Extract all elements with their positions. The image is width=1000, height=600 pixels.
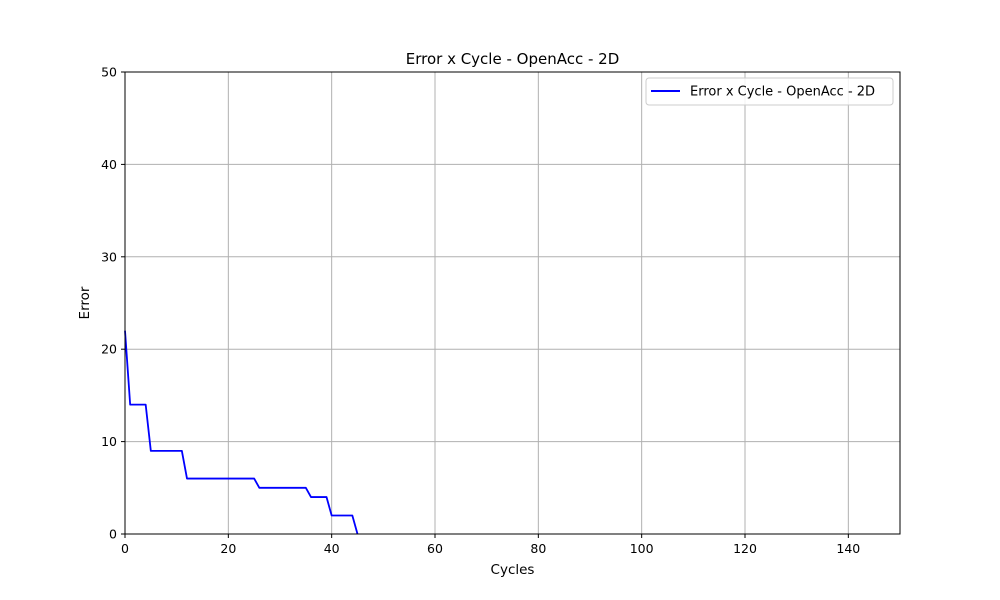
y-tick-label: 50 <box>101 65 117 80</box>
x-tick-label: 20 <box>220 541 236 556</box>
x-axis-label: Cycles <box>491 562 535 578</box>
x-tick-label: 40 <box>324 541 340 556</box>
x-tick-label: 0 <box>121 541 129 556</box>
chart-title: Error x Cycle - OpenAcc - 2D <box>406 50 620 68</box>
y-tick-label: 0 <box>109 527 117 542</box>
series-layer <box>124 330 359 535</box>
legend-box <box>645 77 894 106</box>
axis-ticks: 0 20 40 60 80 100 120 140 0 10 20 30 40 50 <box>101 65 860 557</box>
y-tick-label: 20 <box>101 342 117 357</box>
y-tick-label: 30 <box>101 249 117 264</box>
x-tick-label: 140 <box>836 541 860 556</box>
plot-frame <box>124 71 901 535</box>
y-tick-label: 40 <box>101 157 117 172</box>
series-line <box>124 330 359 535</box>
legend: Error x Cycle - OpenAcc - 2D <box>645 77 894 106</box>
x-tick-label: 60 <box>427 541 443 556</box>
x-tick-label: 100 <box>630 541 654 556</box>
y-axis-label: Error <box>77 286 93 319</box>
x-tick-label: 80 <box>530 541 546 556</box>
y-tick-label: 10 <box>101 434 117 449</box>
legend-label: Error x Cycle - OpenAcc - 2D <box>690 85 875 100</box>
x-tick-label: 120 <box>733 541 757 556</box>
